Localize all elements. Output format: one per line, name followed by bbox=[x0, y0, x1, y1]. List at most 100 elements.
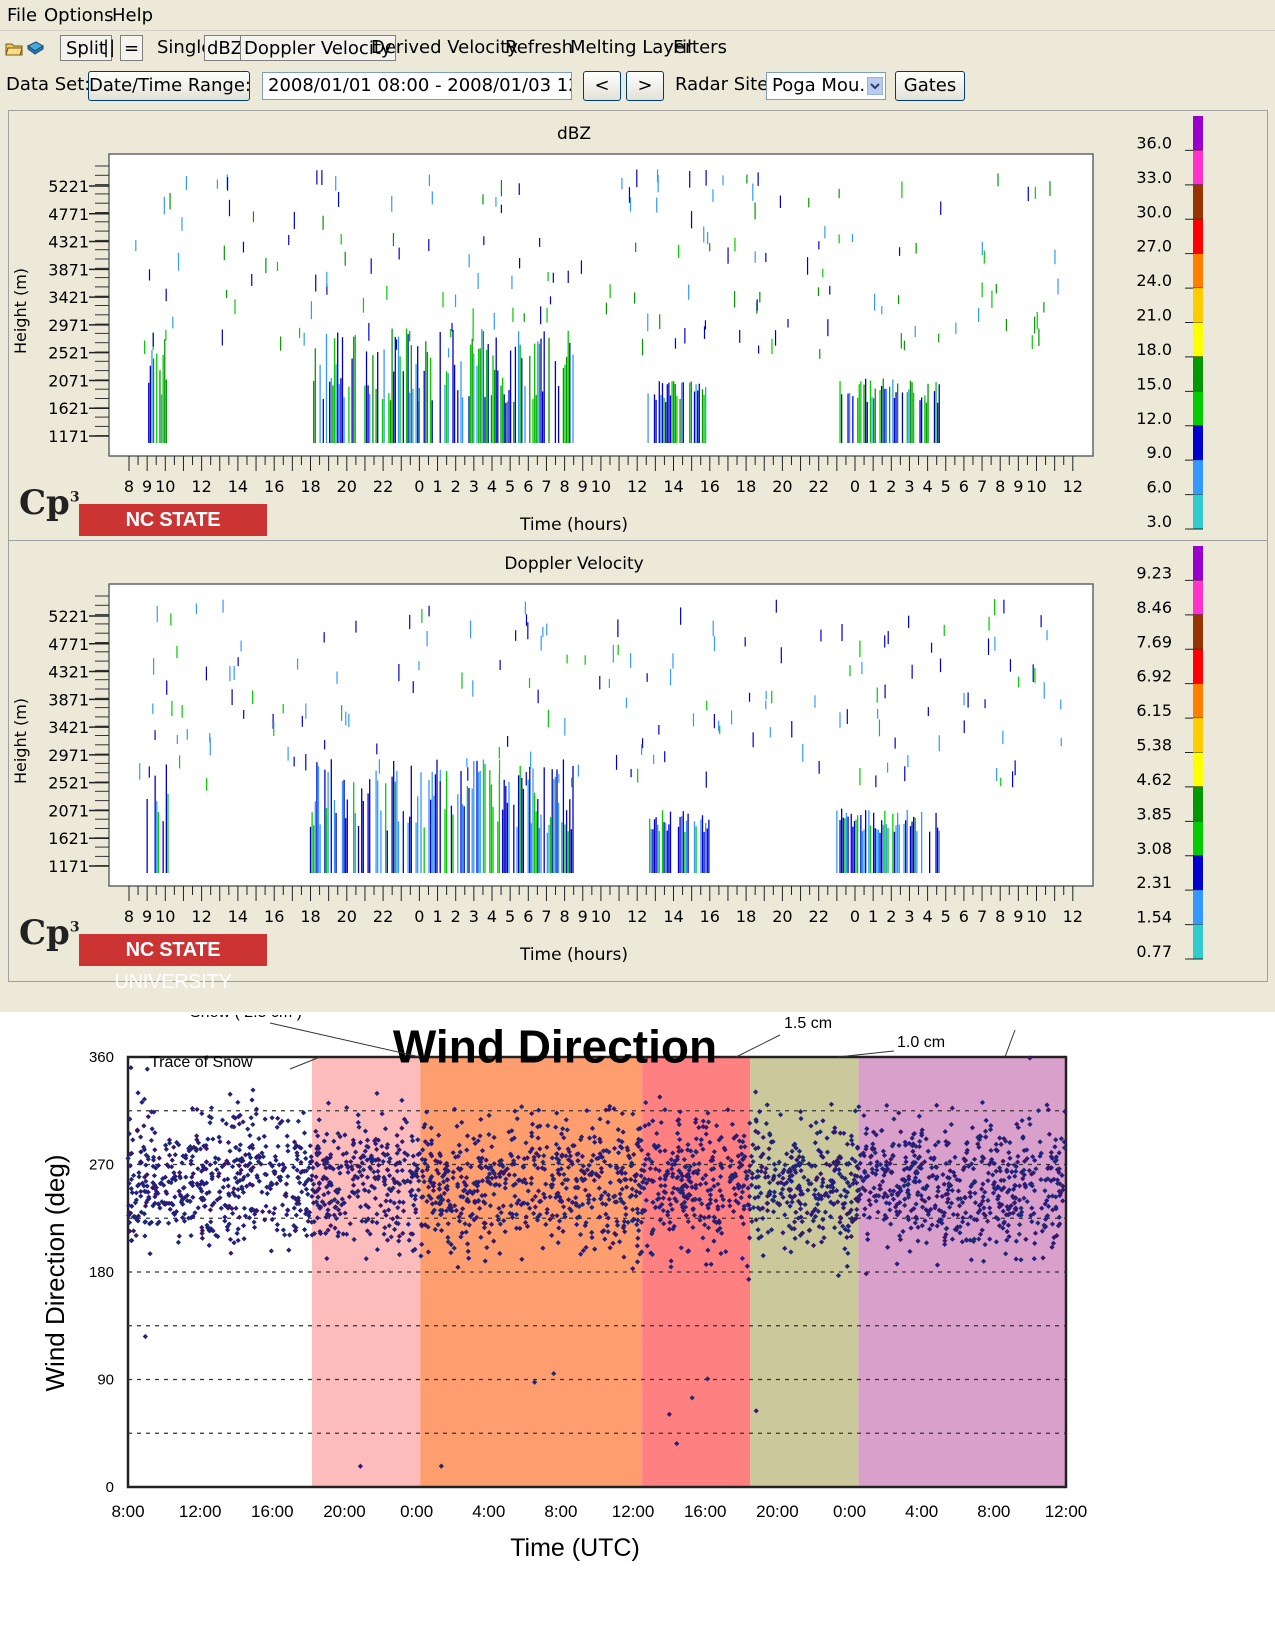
x-tick-label: 18 bbox=[300, 477, 320, 496]
colorbar-label: 3.85 bbox=[1136, 804, 1172, 823]
pause-button[interactable]: || bbox=[103, 37, 116, 58]
open-folder-icon[interactable] bbox=[5, 40, 23, 56]
x-tick-label: 7 bbox=[541, 477, 551, 496]
next-button[interactable]: > bbox=[626, 71, 664, 101]
y-tick-label: 4321 bbox=[48, 663, 89, 682]
colorbar-label: 36.0 bbox=[1136, 133, 1172, 152]
wind-direction-figure: 0 90 180 270 360 Wind Direction (deg) 8:00 12:0… bbox=[0, 1015, 1275, 1650]
y-tick-label: 2521 bbox=[48, 344, 89, 363]
radar-site-value: Poga Mou... bbox=[772, 75, 877, 96]
colorbar-label: 9.23 bbox=[1136, 563, 1172, 582]
x-tick-label: 6 bbox=[523, 477, 533, 496]
wind-direction-chart: 0 90 180 270 360 Wind Direction (deg) 8:00 12:0… bbox=[40, 1015, 1087, 1562]
colorbar-segment bbox=[1193, 391, 1203, 426]
refresh-button[interactable]: Refresh bbox=[505, 37, 573, 58]
colorbar-label: 27.0 bbox=[1136, 237, 1172, 256]
derived-velocity-button[interactable]: Derived Velocity bbox=[371, 37, 518, 58]
colorbar-segment bbox=[1193, 253, 1203, 289]
menu-help[interactable]: Help bbox=[112, 5, 154, 26]
colorbar-segment bbox=[1193, 546, 1203, 581]
x-tick-label: 4 bbox=[487, 907, 497, 926]
previous-button[interactable]: < bbox=[583, 71, 621, 101]
x-tick-label: 8 bbox=[124, 907, 134, 926]
single-button[interactable]: Single bbox=[157, 37, 213, 58]
colorbar-segment bbox=[1193, 718, 1203, 753]
y-tick-label: 1171 bbox=[48, 857, 89, 876]
x-tick-label: 10 bbox=[155, 477, 175, 496]
colorbar-segment bbox=[1193, 460, 1203, 495]
menu-options[interactable]: Options bbox=[44, 5, 114, 26]
colorbar-segment bbox=[1193, 356, 1203, 392]
y-tick-label: 0 bbox=[106, 1479, 114, 1496]
ncsu-logo: NC STATE UNIVERSITY bbox=[79, 934, 267, 993]
y-axis-label: Height (m) bbox=[11, 268, 30, 354]
colorbar-segment bbox=[1193, 322, 1203, 357]
split-button[interactable]: Split bbox=[60, 35, 112, 61]
x-tick-label: 4:00 bbox=[905, 1502, 938, 1521]
x-tick-label: 10 bbox=[1026, 477, 1046, 496]
radar-echoes bbox=[135, 169, 1059, 443]
x-tick-label: 8:00 bbox=[111, 1502, 144, 1521]
gates-button[interactable]: Gates bbox=[895, 71, 965, 101]
doppler-chart: Doppler Velocity522147714321387134212971… bbox=[11, 546, 1203, 965]
x-tick-label: 16 bbox=[700, 907, 720, 926]
x-tick-label: 6 bbox=[959, 907, 969, 926]
colorbar-label: 6.15 bbox=[1136, 701, 1172, 720]
x-tick-label: 8 bbox=[560, 477, 570, 496]
x-tick-label: 8:00 bbox=[977, 1502, 1010, 1521]
colorbar-label: 1.54 bbox=[1136, 908, 1172, 927]
x-tick-label: 9 bbox=[142, 477, 152, 496]
x-tick-label: 10 bbox=[155, 907, 175, 926]
colorbar-label: 12.0 bbox=[1136, 409, 1172, 428]
colorbar-label: 7.69 bbox=[1136, 632, 1172, 651]
colorbar-label: 2.31 bbox=[1136, 873, 1172, 892]
y-tick-label: 1621 bbox=[48, 829, 89, 848]
annotation-label: Snow ( 2.5 cm ) bbox=[190, 1015, 302, 1021]
x-tick-label: 14 bbox=[228, 907, 248, 926]
colorbar-segment bbox=[1193, 855, 1203, 891]
radar-site-select[interactable]: Poga Mou... bbox=[766, 72, 886, 100]
x-tick-label: 12 bbox=[1063, 477, 1083, 496]
colorbar-label: 24.0 bbox=[1136, 271, 1172, 290]
equal-button[interactable]: = bbox=[120, 35, 144, 61]
doppler-velocity-button[interactable]: Doppler Velocity bbox=[240, 35, 396, 61]
x-tick-label: 1 bbox=[868, 477, 878, 496]
x-tick-label: 7 bbox=[541, 907, 551, 926]
x-tick-label: 8 bbox=[995, 907, 1005, 926]
filters-button[interactable]: Filters bbox=[673, 37, 727, 58]
x-axis-label: Time (hours) bbox=[519, 515, 628, 535]
x-tick-label: 0 bbox=[414, 907, 424, 926]
colorbar-label: 3.08 bbox=[1136, 839, 1172, 858]
x-tick-label: 5 bbox=[505, 477, 515, 496]
y-tick-label: 3421 bbox=[48, 718, 89, 737]
x-tick-label: 3 bbox=[904, 907, 914, 926]
x-tick-label: 3 bbox=[469, 907, 479, 926]
annotation-leader bbox=[1004, 1029, 1016, 1058]
x-tick-label: 0 bbox=[850, 907, 860, 926]
x-tick-label: 2 bbox=[451, 907, 461, 926]
y-tick-label: 5221 bbox=[48, 177, 89, 196]
x-tick-label: 20 bbox=[772, 907, 792, 926]
y-tick-label: 360 bbox=[89, 1049, 114, 1066]
menu-file[interactable]: File bbox=[7, 5, 38, 26]
chevron-down-icon[interactable] bbox=[867, 77, 883, 95]
date-time-range-button[interactable]: Date/Time Range: bbox=[88, 71, 251, 101]
y-tick-label: 2971 bbox=[48, 316, 89, 335]
colorbar-label: 30.0 bbox=[1136, 202, 1172, 221]
save-disk-icon[interactable] bbox=[26, 40, 44, 56]
y-tick-label: 4771 bbox=[48, 635, 89, 654]
date-range-field[interactable]: 2008/01/01 08:00 - 2008/01/03 12:00 bbox=[262, 72, 572, 100]
x-tick-label: 20 bbox=[772, 477, 792, 496]
chart-title: Wind Direction bbox=[393, 1021, 717, 1073]
x-tick-label: 20:00 bbox=[323, 1502, 366, 1521]
colorbar-label: 18.0 bbox=[1136, 340, 1172, 359]
x-tick-label: 10 bbox=[1026, 907, 1046, 926]
x-tick-label: 9 bbox=[1013, 907, 1023, 926]
x-tick-label: 2 bbox=[451, 477, 461, 496]
melting-layer-button[interactable]: Melting Layer bbox=[570, 37, 693, 58]
x-tick-label: 9 bbox=[1013, 477, 1023, 496]
x-tick-label: 12:00 bbox=[179, 1502, 222, 1521]
x-tick-label: 16 bbox=[264, 477, 284, 496]
y-axis-label: Height (m) bbox=[11, 698, 30, 784]
x-tick-label: 9 bbox=[578, 477, 588, 496]
